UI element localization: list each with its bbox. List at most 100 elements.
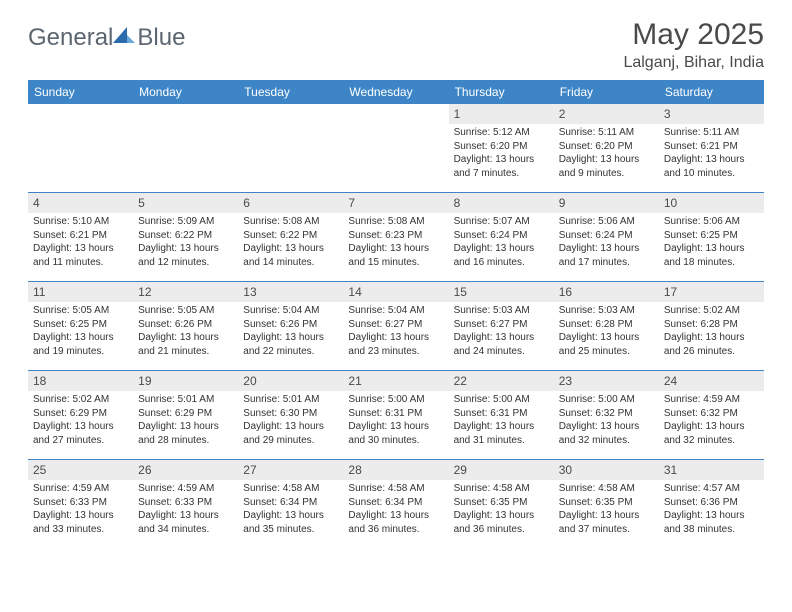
day-content: Sunrise: 5:08 AMSunset: 6:23 PMDaylight:… [343, 215, 448, 273]
day-content: Sunrise: 5:09 AMSunset: 6:22 PMDaylight:… [133, 215, 238, 273]
day-content: Sunrise: 4:58 AMSunset: 6:34 PMDaylight:… [343, 482, 448, 540]
day-d2: and 21 minutes. [138, 345, 233, 359]
day-d1: Daylight: 13 hours [348, 509, 443, 523]
day-sunset: Sunset: 6:34 PM [243, 496, 338, 510]
weekday-header: Saturday [659, 80, 764, 104]
header: General Blue May 2025 Lalganj, Bihar, In… [28, 18, 764, 72]
day-sunset: Sunset: 6:33 PM [138, 496, 233, 510]
day-sunset: Sunset: 6:34 PM [348, 496, 443, 510]
day-content: Sunrise: 5:12 AMSunset: 6:20 PMDaylight:… [449, 126, 554, 184]
day-sunset: Sunset: 6:24 PM [559, 229, 654, 243]
day-cell: 2Sunrise: 5:11 AMSunset: 6:20 PMDaylight… [554, 104, 659, 192]
day-content: Sunrise: 5:01 AMSunset: 6:29 PMDaylight:… [133, 393, 238, 451]
week-row: 11Sunrise: 5:05 AMSunset: 6:25 PMDayligh… [28, 281, 764, 370]
day-cell: . [133, 104, 238, 192]
day-d1: Daylight: 13 hours [559, 420, 654, 434]
day-d1: Daylight: 13 hours [664, 242, 759, 256]
day-d2: and 7 minutes. [454, 167, 549, 181]
week-row: 4Sunrise: 5:10 AMSunset: 6:21 PMDaylight… [28, 192, 764, 281]
day-d1: Daylight: 13 hours [454, 242, 549, 256]
day-sunset: Sunset: 6:21 PM [664, 140, 759, 154]
day-d1: Daylight: 13 hours [559, 242, 654, 256]
day-sunrise: Sunrise: 5:02 AM [33, 393, 128, 407]
day-sunset: Sunset: 6:36 PM [664, 496, 759, 510]
day-sunset: Sunset: 6:27 PM [348, 318, 443, 332]
day-d1: Daylight: 13 hours [559, 331, 654, 345]
day-content: Sunrise: 5:00 AMSunset: 6:31 PMDaylight:… [449, 393, 554, 451]
day-cell: . [28, 104, 133, 192]
day-content: Sunrise: 5:08 AMSunset: 6:22 PMDaylight:… [238, 215, 343, 273]
day-sunrise: Sunrise: 4:59 AM [138, 482, 233, 496]
day-sunset: Sunset: 6:27 PM [454, 318, 549, 332]
day-sunrise: Sunrise: 5:08 AM [243, 215, 338, 229]
day-d2: and 26 minutes. [664, 345, 759, 359]
day-cell: 22Sunrise: 5:00 AMSunset: 6:31 PMDayligh… [449, 371, 554, 459]
day-number: 21 [343, 371, 448, 391]
day-sunset: Sunset: 6:35 PM [454, 496, 549, 510]
day-sunrise: Sunrise: 5:05 AM [33, 304, 128, 318]
day-cell: 3Sunrise: 5:11 AMSunset: 6:21 PMDaylight… [659, 104, 764, 192]
day-d2: and 10 minutes. [664, 167, 759, 181]
day-number: 1 [449, 104, 554, 124]
day-content: Sunrise: 4:58 AMSunset: 6:34 PMDaylight:… [238, 482, 343, 540]
day-sunrise: Sunrise: 5:12 AM [454, 126, 549, 140]
day-number: 28 [343, 460, 448, 480]
day-number: 16 [554, 282, 659, 302]
day-d1: Daylight: 13 hours [243, 242, 338, 256]
day-sunrise: Sunrise: 5:04 AM [348, 304, 443, 318]
day-cell: 30Sunrise: 4:58 AMSunset: 6:35 PMDayligh… [554, 460, 659, 548]
day-content: Sunrise: 5:11 AMSunset: 6:21 PMDaylight:… [659, 126, 764, 184]
day-d2: and 34 minutes. [138, 523, 233, 537]
day-number: 31 [659, 460, 764, 480]
day-d1: Daylight: 13 hours [664, 331, 759, 345]
day-d2: and 17 minutes. [559, 256, 654, 270]
day-content: Sunrise: 4:58 AMSunset: 6:35 PMDaylight:… [554, 482, 659, 540]
day-sunrise: Sunrise: 4:58 AM [559, 482, 654, 496]
day-d2: and 37 minutes. [559, 523, 654, 537]
day-cell: 16Sunrise: 5:03 AMSunset: 6:28 PMDayligh… [554, 282, 659, 370]
day-d1: Daylight: 13 hours [138, 331, 233, 345]
day-sunset: Sunset: 6:28 PM [664, 318, 759, 332]
day-cell: 4Sunrise: 5:10 AMSunset: 6:21 PMDaylight… [28, 193, 133, 281]
day-d2: and 22 minutes. [243, 345, 338, 359]
logo-text-general: General [28, 24, 113, 52]
day-cell: 29Sunrise: 4:58 AMSunset: 6:35 PMDayligh… [449, 460, 554, 548]
day-content: Sunrise: 4:59 AMSunset: 6:32 PMDaylight:… [659, 393, 764, 451]
day-sunrise: Sunrise: 5:11 AM [559, 126, 654, 140]
day-d2: and 19 minutes. [33, 345, 128, 359]
day-d1: Daylight: 13 hours [33, 509, 128, 523]
day-cell: 19Sunrise: 5:01 AMSunset: 6:29 PMDayligh… [133, 371, 238, 459]
day-cell: 7Sunrise: 5:08 AMSunset: 6:23 PMDaylight… [343, 193, 448, 281]
day-content: Sunrise: 5:04 AMSunset: 6:27 PMDaylight:… [343, 304, 448, 362]
day-number: 17 [659, 282, 764, 302]
day-d1: Daylight: 13 hours [33, 420, 128, 434]
day-d2: and 15 minutes. [348, 256, 443, 270]
calendar-body: ....1Sunrise: 5:12 AMSunset: 6:20 PMDayl… [28, 104, 764, 548]
day-sunrise: Sunrise: 5:06 AM [664, 215, 759, 229]
day-d1: Daylight: 13 hours [243, 509, 338, 523]
day-cell: 14Sunrise: 5:04 AMSunset: 6:27 PMDayligh… [343, 282, 448, 370]
weekday-header: Wednesday [343, 80, 448, 104]
day-number: 9 [554, 193, 659, 213]
day-d2: and 30 minutes. [348, 434, 443, 448]
weekday-header: Friday [554, 80, 659, 104]
day-sunset: Sunset: 6:22 PM [243, 229, 338, 243]
day-number: 5 [133, 193, 238, 213]
day-sunrise: Sunrise: 5:11 AM [664, 126, 759, 140]
location: Lalganj, Bihar, India [623, 54, 764, 72]
day-content: Sunrise: 5:07 AMSunset: 6:24 PMDaylight:… [449, 215, 554, 273]
day-sunrise: Sunrise: 4:58 AM [454, 482, 549, 496]
day-number: 10 [659, 193, 764, 213]
day-sunrise: Sunrise: 5:09 AM [138, 215, 233, 229]
day-d2: and 25 minutes. [559, 345, 654, 359]
day-cell: . [238, 104, 343, 192]
day-sunrise: Sunrise: 4:59 AM [664, 393, 759, 407]
day-cell: 26Sunrise: 4:59 AMSunset: 6:33 PMDayligh… [133, 460, 238, 548]
day-sunrise: Sunrise: 5:01 AM [138, 393, 233, 407]
day-cell: 13Sunrise: 5:04 AMSunset: 6:26 PMDayligh… [238, 282, 343, 370]
day-content: Sunrise: 5:05 AMSunset: 6:26 PMDaylight:… [133, 304, 238, 362]
weekday-header-row: SundayMondayTuesdayWednesdayThursdayFrid… [28, 80, 764, 104]
day-d2: and 36 minutes. [454, 523, 549, 537]
day-number: 27 [238, 460, 343, 480]
day-content: Sunrise: 5:03 AMSunset: 6:28 PMDaylight:… [554, 304, 659, 362]
